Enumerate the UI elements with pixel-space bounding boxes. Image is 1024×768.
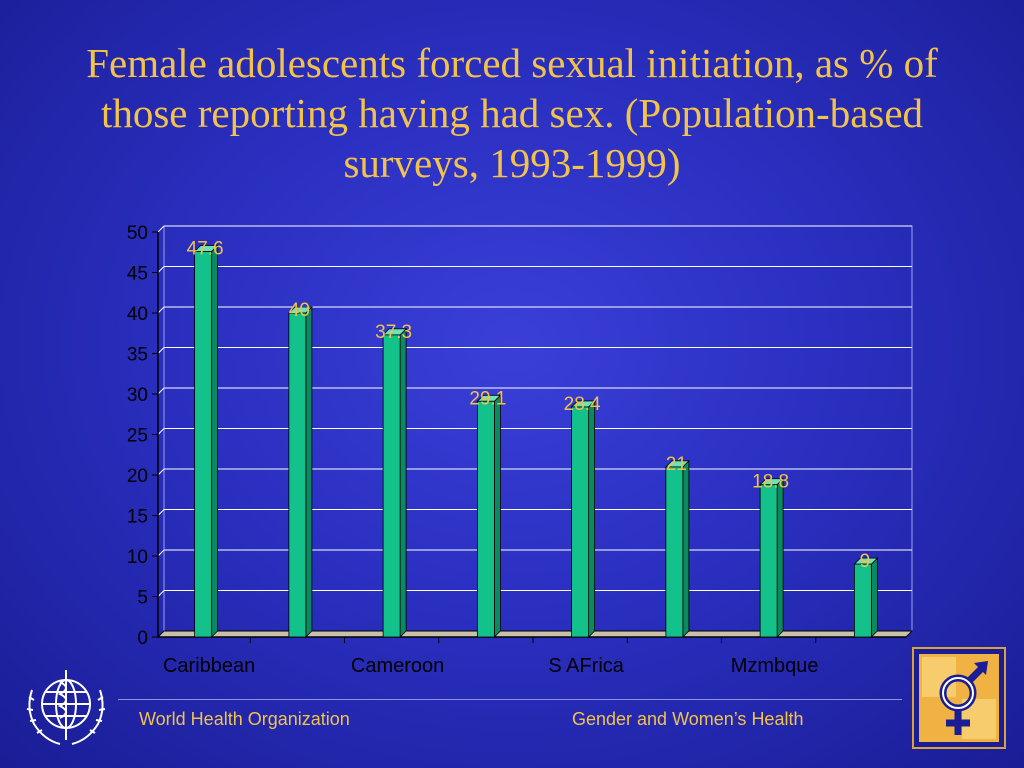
gender-symbol-icon [912,647,1006,749]
bar-side [211,244,219,638]
chart-title: Female adolescents forced sexual initiat… [86,40,938,186]
data-label: 28.4 [564,394,601,415]
data-label: 21 [666,454,687,475]
gridline-diag [157,306,165,314]
gridline-diag [157,347,165,354]
bar-chart: 0 5 10 15 20 25 30 35 40 45 50 47.6 40 37.3 29.1 28.4 21… [127,223,914,677]
x-tick-label: Mzmbque [731,655,819,677]
data-label: 40 [289,300,310,321]
y-tick-label: 25 [127,426,148,447]
footer-organization: World Health Organization [139,709,350,729]
plot-floor [156,630,914,638]
bar-side [399,327,407,638]
y-tick-label: 20 [127,466,148,487]
y-tick-label: 35 [127,345,148,366]
data-label: 29.1 [469,388,506,409]
y-tick-label: 30 [127,385,148,406]
bar [853,563,872,638]
bar-side [870,557,878,638]
gridline-diag [157,590,165,597]
y-tick-label: 50 [127,223,148,244]
bar-side [493,394,501,638]
y-tick-label: 40 [127,304,148,325]
bar [382,334,401,638]
x-tick-label: S AFrica [548,655,624,677]
y-tick-label: 15 [127,507,148,528]
y-tick-label: 10 [127,547,148,568]
data-label: 47.6 [187,238,224,259]
gridline-diag [157,549,165,557]
x-tick-label: Cameroon [351,655,444,677]
y-tick-label: 45 [127,264,148,285]
bar [476,400,495,638]
footer-divider [118,699,902,700]
gridline-diag [157,428,165,435]
gridline-diag [157,266,165,273]
y-tick-label: 0 [137,628,148,649]
bar [288,312,307,638]
bar [665,466,684,638]
y-tick-label: 5 [137,588,148,609]
gridline-diag [157,468,165,476]
data-label: 18.8 [752,472,789,493]
bar [571,406,590,638]
bar-side [305,306,313,638]
who-emblem-icon [26,670,106,745]
data-label: 37.3 [375,322,412,343]
data-label: 9 [860,551,871,572]
bar-side [682,459,690,638]
gridline-diag [157,225,165,233]
x-tick-label: Caribbean [163,655,255,677]
bar [759,484,778,638]
bar-side [776,477,784,638]
bar-side [588,399,596,638]
gridline-diag [157,509,165,516]
bar [194,251,213,638]
footer-department: Gender and Women’s Health [572,709,804,729]
gridline-diag [157,387,165,395]
